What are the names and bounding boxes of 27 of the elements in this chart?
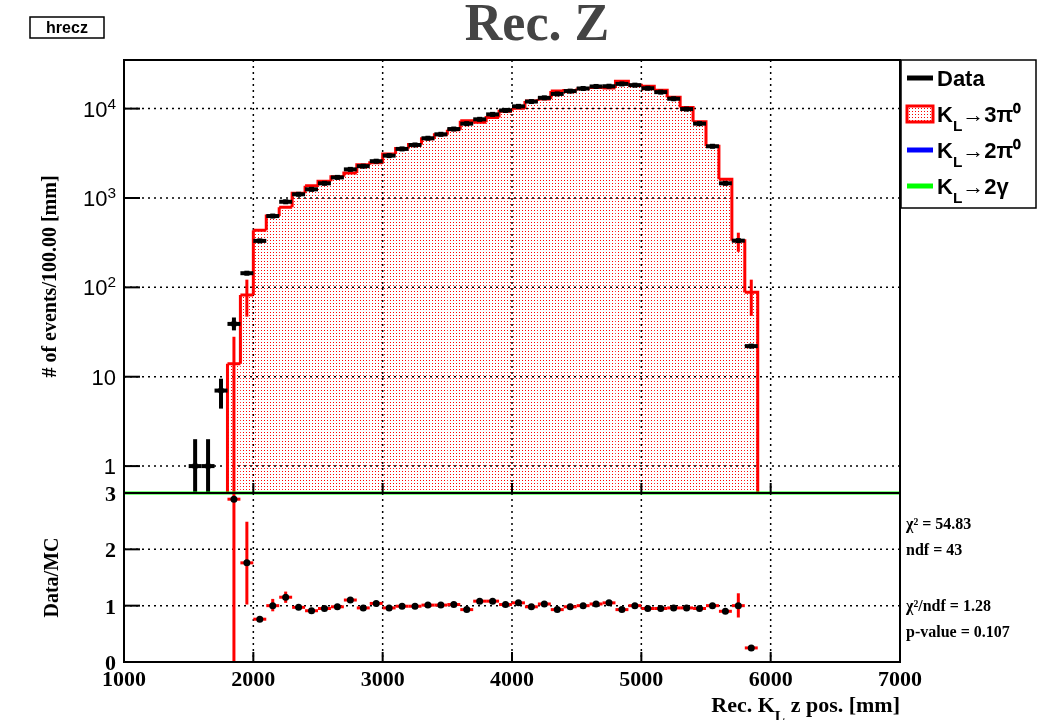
legend-label: Data	[937, 66, 986, 91]
text: χ²/ndf = 1.28	[905, 597, 991, 615]
y-tick-label: 1	[103, 454, 116, 480]
legend-label: K$_{L}$→2γ	[937, 174, 1010, 206]
text: p-value = 0.107	[906, 623, 1010, 641]
x-tick-label: 7000	[878, 666, 922, 691]
legend-label: K$_{L}$→3π⁰	[937, 102, 1022, 134]
y-tick-label: 1	[105, 593, 116, 619]
legend-label: K$_{L}$→2π⁰	[937, 138, 1022, 170]
text: ndf = 43	[906, 541, 963, 558]
x-tick-label: 5000	[619, 666, 664, 691]
text: hrecz	[46, 19, 88, 36]
y-tick-label: 10$^{3}$	[82, 183, 116, 211]
y-axis-title: # of events/100.00 [mm]	[38, 175, 60, 378]
chart-title: Rec. Z	[464, 0, 610, 51]
x-tick-label: 6000	[748, 666, 793, 691]
x-tick-label: 3000	[360, 666, 405, 691]
y-tick-label: 2	[105, 537, 116, 563]
y-axis-title: Data/MC	[40, 537, 62, 618]
text: χ² = 54.83	[905, 515, 972, 533]
x-tick-label: 2000	[231, 666, 276, 691]
y-tick-label: 10	[91, 364, 116, 390]
y-tick-label: 3	[105, 481, 116, 506]
x-axis-title: Rec. K$_{L}$ z pos. [mm]	[711, 692, 900, 720]
y-tick-label: 10$^{4}$	[82, 94, 117, 122]
x-tick-label: 4000	[490, 666, 534, 691]
y-tick-label: 10$^{2}$	[82, 272, 116, 301]
